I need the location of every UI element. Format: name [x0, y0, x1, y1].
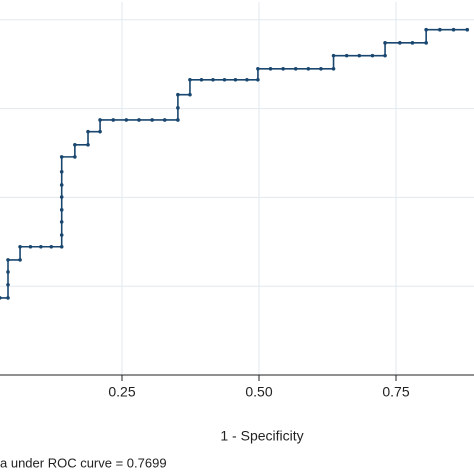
point: [306, 66, 311, 71]
point: [199, 77, 204, 82]
point: [451, 27, 456, 32]
point: [465, 27, 470, 32]
point: [59, 195, 64, 199]
point: [59, 233, 64, 237]
point: [281, 66, 285, 71]
plot-area: 0.25 0.50 0.75: [0, 2, 474, 400]
point: [344, 53, 349, 58]
point: [383, 41, 387, 45]
point: [6, 296, 10, 300]
point: [268, 66, 273, 71]
point: [6, 282, 10, 287]
point: [6, 270, 10, 274]
point: [398, 41, 402, 45]
point: [59, 183, 64, 187]
point: [424, 27, 428, 32]
point: [410, 41, 415, 45]
point: [39, 244, 43, 249]
roc-line: [0, 28, 468, 299]
point: [319, 66, 323, 71]
point: [59, 155, 64, 159]
point: [18, 244, 22, 249]
point: [256, 77, 260, 82]
point: [98, 118, 102, 122]
point: [18, 258, 22, 262]
point: [6, 258, 10, 262]
point: [188, 92, 192, 97]
point: [211, 77, 215, 82]
point: [370, 53, 375, 58]
point: [73, 143, 77, 147]
point: [222, 77, 227, 82]
point: [86, 129, 90, 134]
point: [137, 118, 141, 122]
point: [0, 296, 2, 300]
point: [59, 244, 64, 249]
point: [383, 53, 387, 58]
point: [331, 53, 336, 58]
point: [59, 170, 64, 174]
x-tick-label: 0.25: [108, 384, 135, 400]
point: [176, 118, 180, 122]
point: [98, 129, 102, 134]
point: [176, 92, 180, 97]
x-tick-label: 0.50: [245, 384, 272, 400]
point: [28, 244, 33, 249]
point: [188, 77, 192, 82]
point: [245, 77, 249, 82]
x-axis-label: 1 - Specificity: [220, 428, 303, 444]
point: [73, 155, 77, 159]
point: [357, 53, 362, 58]
point: [331, 66, 336, 71]
point: [49, 244, 54, 249]
annotation: a under ROC curve = 0.7699: [0, 455, 167, 470]
point: [293, 66, 298, 71]
x-tick-label: 0.75: [382, 384, 409, 400]
point: [111, 118, 116, 122]
point: [124, 118, 129, 122]
point: [256, 66, 260, 71]
point: [176, 106, 180, 110]
point: [59, 208, 64, 212]
point: [162, 118, 167, 122]
point: [86, 143, 90, 147]
point: [424, 41, 428, 45]
point: [438, 27, 442, 32]
point: [150, 118, 154, 122]
point: [233, 77, 238, 82]
point: [59, 220, 64, 224]
